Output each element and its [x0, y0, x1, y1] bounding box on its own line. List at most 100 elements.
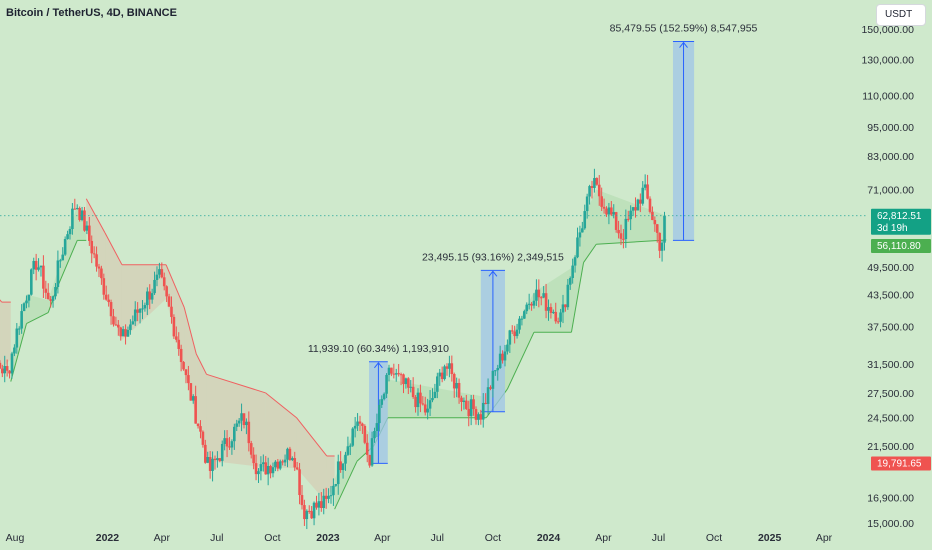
candle — [271, 462, 275, 478]
candle — [397, 364, 400, 377]
candle-body — [240, 413, 243, 421]
candle — [353, 417, 357, 438]
candle — [182, 361, 185, 371]
candle — [10, 351, 14, 379]
candle-body — [34, 260, 38, 270]
candle-body — [375, 423, 379, 432]
candle-body — [37, 267, 40, 270]
candle — [141, 300, 144, 320]
candle-body — [527, 303, 531, 305]
candle-body — [167, 296, 171, 307]
candle-body — [658, 232, 661, 251]
candle-body — [109, 302, 113, 317]
candle — [469, 395, 473, 426]
candle-body — [571, 265, 574, 279]
candle — [583, 204, 587, 230]
candle-body — [513, 331, 516, 337]
candle-body — [554, 311, 558, 322]
x-tick-label: Apr — [816, 532, 833, 544]
candle-body — [97, 266, 101, 269]
candle-body — [266, 465, 270, 475]
candle — [204, 439, 207, 464]
candle-body — [170, 306, 173, 317]
candle-body — [411, 386, 415, 398]
candle — [37, 258, 40, 272]
candle-body — [385, 374, 388, 394]
candle — [578, 225, 582, 247]
candle-body — [329, 495, 333, 497]
candle — [269, 464, 272, 479]
candle-body — [332, 485, 335, 496]
x-tick-label: Jul — [431, 532, 444, 544]
supertrend-segment — [506, 332, 535, 390]
candle-body — [542, 293, 545, 298]
candle-body — [443, 366, 446, 380]
time-axis[interactable]: Aug 2022 Apr Jul Oct 2023 Apr Jul Oct 2024 Apr Jul O… — [6, 532, 833, 544]
candle-body — [80, 210, 84, 221]
candle-body — [264, 462, 268, 475]
candle — [220, 440, 224, 467]
candle — [298, 462, 301, 505]
candle-body — [469, 399, 473, 417]
candle-body — [399, 374, 403, 376]
candle-body — [583, 211, 587, 229]
candle — [643, 174, 647, 191]
candle — [30, 268, 33, 296]
candle-body — [610, 207, 613, 215]
currency-selector-button[interactable]: USDT — [876, 4, 926, 26]
candle-body — [75, 208, 79, 210]
candle-body — [271, 467, 275, 474]
candle-body — [363, 425, 367, 443]
candle-body — [436, 376, 439, 392]
candle-body — [561, 304, 565, 313]
candle-body — [426, 408, 429, 413]
candle — [228, 437, 231, 450]
candle — [90, 235, 94, 264]
candle — [639, 193, 642, 213]
candle-body — [286, 448, 289, 460]
supertrend-line-layer — [0, 198, 667, 510]
candle-body — [387, 367, 391, 375]
low-price-tag-bg — [871, 456, 931, 471]
candle-body — [455, 382, 458, 389]
candle-body — [291, 458, 294, 461]
candle — [249, 440, 253, 459]
candle — [634, 197, 637, 218]
candle-body — [486, 387, 490, 404]
candle-body — [204, 444, 207, 463]
candle-body — [305, 510, 309, 520]
candle-body — [247, 421, 251, 444]
candle-body — [172, 316, 176, 337]
price-axis[interactable]: 150,000.00 130,000.00 110,000.00 95,000.00 8… — [861, 24, 914, 530]
candle — [278, 459, 282, 471]
candle-body — [179, 348, 183, 363]
candle — [568, 276, 572, 290]
candle — [66, 230, 69, 240]
candle-body — [269, 465, 272, 474]
candle-body — [112, 316, 115, 325]
candle-body — [605, 208, 608, 215]
candle — [136, 302, 139, 322]
candle — [593, 168, 596, 193]
candle — [295, 462, 299, 471]
candle-body — [206, 456, 210, 463]
candle-body — [175, 336, 178, 340]
supertrend-segment — [104, 232, 123, 265]
candle — [525, 302, 529, 315]
candle-body — [201, 431, 205, 445]
candle — [177, 332, 181, 356]
supertrend-fill — [206, 374, 266, 468]
candle-body — [310, 511, 313, 519]
supertrend-price-tag: 56,110.80 — [871, 238, 931, 253]
candle-body — [515, 329, 519, 337]
candle — [428, 390, 432, 417]
candle-body — [56, 260, 60, 287]
candle-body — [590, 186, 594, 188]
candle — [501, 350, 504, 364]
candle — [199, 420, 202, 439]
supertrend-segment — [296, 417, 328, 457]
candle-body — [59, 260, 62, 262]
candle-body — [136, 309, 139, 313]
candle-body — [378, 404, 381, 424]
